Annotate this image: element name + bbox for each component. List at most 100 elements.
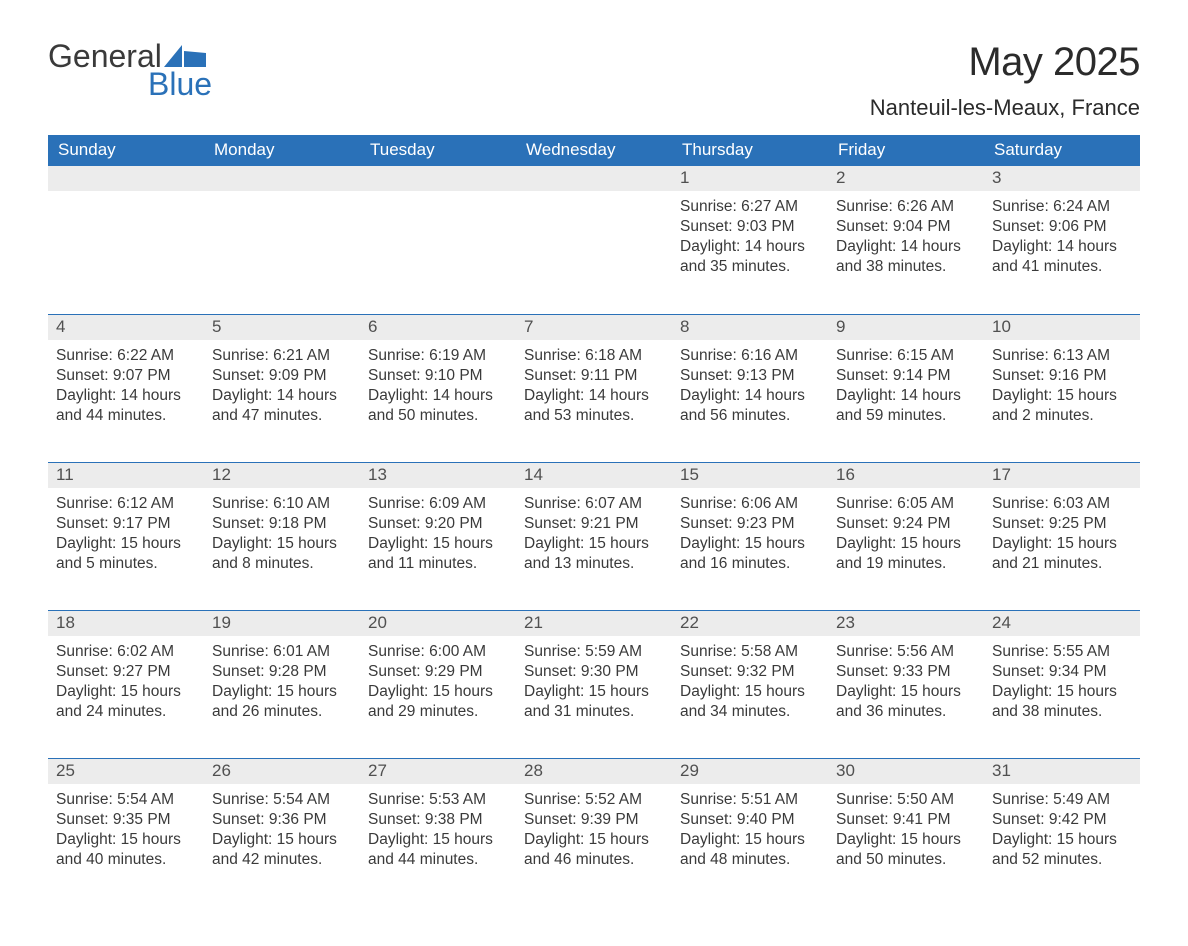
daylight-text: Daylight: 15 hours and 5 minutes. (56, 534, 196, 574)
sunset-text: Sunset: 9:20 PM (368, 514, 508, 534)
sunrise-text: Sunrise: 6:03 AM (992, 494, 1132, 514)
daylight-text: Daylight: 15 hours and 44 minutes. (368, 830, 508, 870)
calendar-cell: 13Sunrise: 6:09 AMSunset: 9:20 PMDayligh… (360, 462, 516, 610)
sunset-text: Sunset: 9:30 PM (524, 662, 664, 682)
sunset-text: Sunset: 9:06 PM (992, 217, 1132, 237)
daylight-text: Daylight: 15 hours and 48 minutes. (680, 830, 820, 870)
day-number: 3 (984, 166, 1140, 191)
calendar-cell: 10Sunrise: 6:13 AMSunset: 9:16 PMDayligh… (984, 314, 1140, 462)
sunset-text: Sunset: 9:42 PM (992, 810, 1132, 830)
day-details: Sunrise: 5:58 AMSunset: 9:32 PMDaylight:… (672, 636, 828, 727)
sunset-text: Sunset: 9:27 PM (56, 662, 196, 682)
sunset-text: Sunset: 9:03 PM (680, 217, 820, 237)
day-details: Sunrise: 6:02 AMSunset: 9:27 PMDaylight:… (48, 636, 204, 727)
day-number: 18 (48, 611, 204, 636)
sunset-text: Sunset: 9:17 PM (56, 514, 196, 534)
sunrise-text: Sunrise: 6:24 AM (992, 197, 1132, 217)
page-header: General Blue May 2025 Nanteuil-les-Meaux… (48, 40, 1140, 121)
sunrise-text: Sunrise: 6:10 AM (212, 494, 352, 514)
day-number: 1 (672, 166, 828, 191)
sunrise-text: Sunrise: 5:54 AM (56, 790, 196, 810)
calendar-cell: 4Sunrise: 6:22 AMSunset: 9:07 PMDaylight… (48, 314, 204, 462)
calendar-cell: 19Sunrise: 6:01 AMSunset: 9:28 PMDayligh… (204, 610, 360, 758)
calendar-cell: 1Sunrise: 6:27 AMSunset: 9:03 PMDaylight… (672, 166, 828, 314)
daylight-text: Daylight: 15 hours and 11 minutes. (368, 534, 508, 574)
page-title: May 2025 (870, 40, 1140, 85)
day-details: Sunrise: 6:01 AMSunset: 9:28 PMDaylight:… (204, 636, 360, 727)
sunrise-text: Sunrise: 6:19 AM (368, 346, 508, 366)
calendar-cell: 11Sunrise: 6:12 AMSunset: 9:17 PMDayligh… (48, 462, 204, 610)
day-number: 2 (828, 166, 984, 191)
daylight-text: Daylight: 14 hours and 56 minutes. (680, 386, 820, 426)
sunset-text: Sunset: 9:09 PM (212, 366, 352, 386)
sunrise-text: Sunrise: 5:50 AM (836, 790, 976, 810)
sunrise-text: Sunrise: 6:09 AM (368, 494, 508, 514)
day-number: 19 (204, 611, 360, 636)
day-details: Sunrise: 6:18 AMSunset: 9:11 PMDaylight:… (516, 340, 672, 431)
day-number: 28 (516, 759, 672, 784)
daylight-text: Daylight: 15 hours and 24 minutes. (56, 682, 196, 722)
day-number: 26 (204, 759, 360, 784)
calendar-cell: 2Sunrise: 6:26 AMSunset: 9:04 PMDaylight… (828, 166, 984, 314)
day-number: 4 (48, 315, 204, 340)
calendar-cell: 21Sunrise: 5:59 AMSunset: 9:30 PMDayligh… (516, 610, 672, 758)
column-header: Wednesday (516, 135, 672, 166)
calendar-cell: 25Sunrise: 5:54 AMSunset: 9:35 PMDayligh… (48, 758, 204, 906)
column-header: Sunday (48, 135, 204, 166)
day-details: Sunrise: 6:19 AMSunset: 9:10 PMDaylight:… (360, 340, 516, 431)
day-number-empty (516, 166, 672, 191)
calendar-cell: 5Sunrise: 6:21 AMSunset: 9:09 PMDaylight… (204, 314, 360, 462)
daylight-text: Daylight: 15 hours and 40 minutes. (56, 830, 196, 870)
day-number: 25 (48, 759, 204, 784)
day-number-empty (204, 166, 360, 191)
day-details: Sunrise: 5:54 AMSunset: 9:36 PMDaylight:… (204, 784, 360, 875)
day-details: Sunrise: 6:13 AMSunset: 9:16 PMDaylight:… (984, 340, 1140, 431)
daylight-text: Daylight: 15 hours and 2 minutes. (992, 386, 1132, 426)
sunrise-text: Sunrise: 6:05 AM (836, 494, 976, 514)
day-details: Sunrise: 6:12 AMSunset: 9:17 PMDaylight:… (48, 488, 204, 579)
daylight-text: Daylight: 15 hours and 38 minutes. (992, 682, 1132, 722)
daylight-text: Daylight: 15 hours and 21 minutes. (992, 534, 1132, 574)
daylight-text: Daylight: 15 hours and 8 minutes. (212, 534, 352, 574)
calendar-cell (48, 166, 204, 314)
day-number: 17 (984, 463, 1140, 488)
day-details: Sunrise: 6:07 AMSunset: 9:21 PMDaylight:… (516, 488, 672, 579)
calendar-cell: 8Sunrise: 6:16 AMSunset: 9:13 PMDaylight… (672, 314, 828, 462)
day-number: 12 (204, 463, 360, 488)
calendar-cell: 14Sunrise: 6:07 AMSunset: 9:21 PMDayligh… (516, 462, 672, 610)
day-details: Sunrise: 5:56 AMSunset: 9:33 PMDaylight:… (828, 636, 984, 727)
day-details: Sunrise: 5:55 AMSunset: 9:34 PMDaylight:… (984, 636, 1140, 727)
calendar-week-row: 11Sunrise: 6:12 AMSunset: 9:17 PMDayligh… (48, 462, 1140, 610)
day-details: Sunrise: 5:54 AMSunset: 9:35 PMDaylight:… (48, 784, 204, 875)
sunrise-text: Sunrise: 6:21 AM (212, 346, 352, 366)
calendar-cell: 24Sunrise: 5:55 AMSunset: 9:34 PMDayligh… (984, 610, 1140, 758)
calendar-cell: 9Sunrise: 6:15 AMSunset: 9:14 PMDaylight… (828, 314, 984, 462)
sunset-text: Sunset: 9:34 PM (992, 662, 1132, 682)
sunset-text: Sunset: 9:35 PM (56, 810, 196, 830)
brand-logo: General Blue (48, 40, 212, 100)
day-number: 5 (204, 315, 360, 340)
daylight-text: Daylight: 15 hours and 46 minutes. (524, 830, 664, 870)
calendar-cell: 3Sunrise: 6:24 AMSunset: 9:06 PMDaylight… (984, 166, 1140, 314)
calendar-cell: 12Sunrise: 6:10 AMSunset: 9:18 PMDayligh… (204, 462, 360, 610)
day-number: 16 (828, 463, 984, 488)
day-details: Sunrise: 6:10 AMSunset: 9:18 PMDaylight:… (204, 488, 360, 579)
column-header: Thursday (672, 135, 828, 166)
daylight-text: Daylight: 14 hours and 50 minutes. (368, 386, 508, 426)
day-details: Sunrise: 6:22 AMSunset: 9:07 PMDaylight:… (48, 340, 204, 431)
logo-word1: General (48, 40, 162, 72)
daylight-text: Daylight: 14 hours and 38 minutes. (836, 237, 976, 277)
column-header: Friday (828, 135, 984, 166)
sunrise-text: Sunrise: 6:01 AM (212, 642, 352, 662)
calendar-week-row: 18Sunrise: 6:02 AMSunset: 9:27 PMDayligh… (48, 610, 1140, 758)
day-details: Sunrise: 6:15 AMSunset: 9:14 PMDaylight:… (828, 340, 984, 431)
calendar-cell: 20Sunrise: 6:00 AMSunset: 9:29 PMDayligh… (360, 610, 516, 758)
day-number: 24 (984, 611, 1140, 636)
sunrise-text: Sunrise: 6:00 AM (368, 642, 508, 662)
sunrise-text: Sunrise: 6:12 AM (56, 494, 196, 514)
day-number: 21 (516, 611, 672, 636)
sunrise-text: Sunrise: 6:16 AM (680, 346, 820, 366)
day-number: 27 (360, 759, 516, 784)
day-number: 15 (672, 463, 828, 488)
day-number: 10 (984, 315, 1140, 340)
